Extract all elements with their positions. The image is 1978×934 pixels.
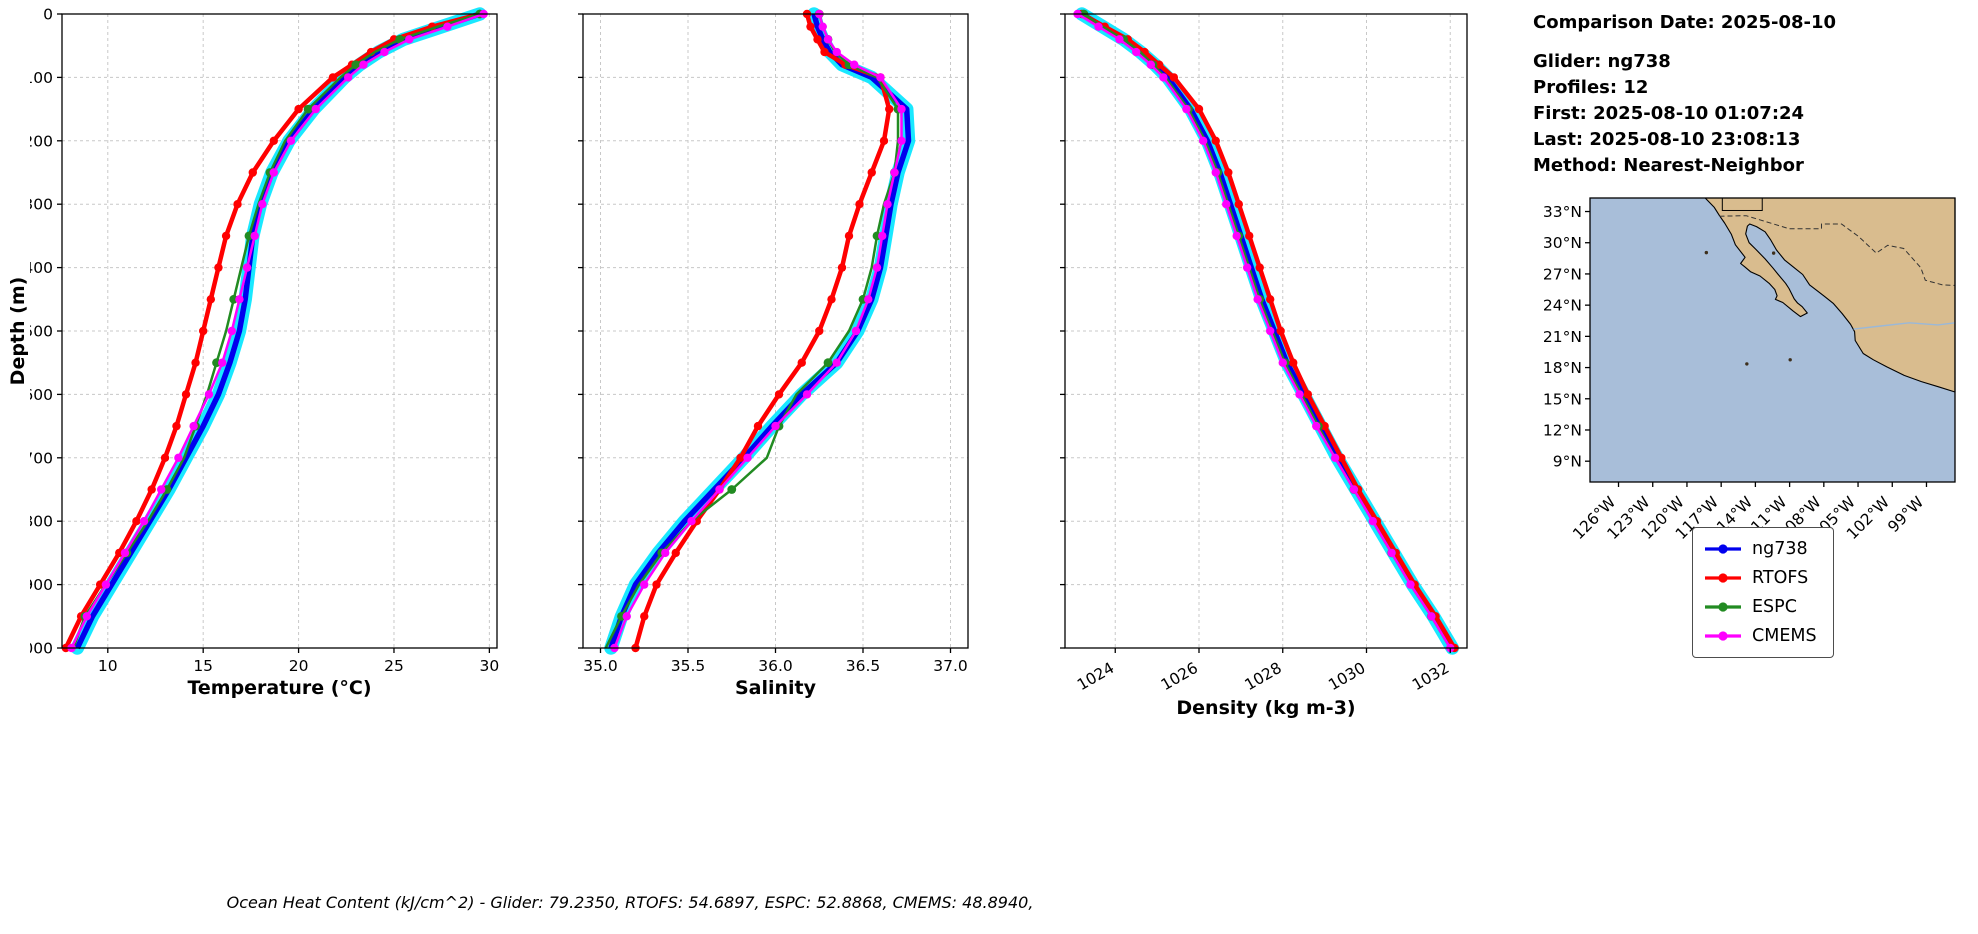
svg-text:1030: 1030 xyxy=(1325,659,1368,694)
legend-label: RTOFS xyxy=(1752,568,1809,588)
svg-text:1026: 1026 xyxy=(1158,659,1201,694)
location-map: 33°N 30°N 27°N 24°N 21°N 18°N 15°N 12°N 9°N 126°W… xyxy=(1540,190,1978,564)
svg-text:30°N: 30°N xyxy=(1543,234,1582,252)
svg-text:15°N: 15°N xyxy=(1543,390,1582,408)
legend-item-espc: ESPC xyxy=(1703,595,1817,619)
legend-swatch-ng738 xyxy=(1705,544,1741,554)
comparison-date-text: Comparison Date: 2025-08-10 xyxy=(1533,12,1837,33)
svg-text:1024: 1024 xyxy=(1074,659,1117,694)
svg-text:24°N: 24°N xyxy=(1543,297,1582,315)
svg-text:15: 15 xyxy=(193,657,213,675)
svg-text:100: 100 xyxy=(30,69,53,87)
legend-swatch-espc xyxy=(1705,602,1741,612)
legend-swatch-cmems xyxy=(1705,631,1741,641)
svg-text:700: 700 xyxy=(30,449,53,467)
ocean-heat-content-note: Ocean Heat Content (kJ/cm^2) - Glider: 7… xyxy=(226,893,1034,912)
svg-text:12°N: 12°N xyxy=(1543,421,1582,439)
legend: ng738 RTOFS ESPC CMEMS xyxy=(1692,527,1834,658)
svg-text:99°W: 99°W xyxy=(1884,493,1927,536)
depth-axis-label: Depth (m) xyxy=(7,276,29,386)
density-profile-chart: 1024 1026 1028 1030 1032 Density (kg m-3) xyxy=(1000,0,1500,744)
svg-text:600: 600 xyxy=(30,386,53,404)
svg-text:27°N: 27°N xyxy=(1543,265,1582,283)
island-dot xyxy=(1788,358,1792,362)
us-mexico-border xyxy=(1719,215,1956,286)
svg-text:37.0: 37.0 xyxy=(933,657,968,675)
svg-text:20: 20 xyxy=(289,657,309,675)
temperature-profile-chart: 1015202530010020030040050060070080090010… xyxy=(14,0,530,744)
svg-text:200: 200 xyxy=(30,132,53,150)
svg-text:33°N: 33°N xyxy=(1543,203,1582,221)
map-svg: 33°N30°N27°N24°N21°N18°N15°N12°N9°N126°W… xyxy=(1543,197,1956,543)
legend-item-cmems: CMEMS xyxy=(1703,624,1817,648)
svg-text:900: 900 xyxy=(30,576,53,594)
svg-text:21°N: 21°N xyxy=(1543,328,1582,346)
svg-text:36.5: 36.5 xyxy=(846,657,881,675)
svg-text:36.0: 36.0 xyxy=(758,657,793,675)
legend-label: CMEMS xyxy=(1752,626,1817,646)
last-profile-time-text: Last: 2025-08-10 23:08:13 xyxy=(1533,129,1801,150)
svg-text:500: 500 xyxy=(30,323,53,341)
legend-item-rtofs: RTOFS xyxy=(1703,566,1817,590)
svg-text:400: 400 xyxy=(30,259,53,277)
svg-text:1000: 1000 xyxy=(30,640,53,658)
svg-text:300: 300 xyxy=(30,196,53,214)
legend-swatch-rtofs xyxy=(1705,573,1741,583)
island-dot xyxy=(1704,250,1709,255)
svg-text:35.5: 35.5 xyxy=(671,657,706,675)
svg-text:0: 0 xyxy=(43,6,53,24)
profiles-count-text: Profiles: 12 xyxy=(1533,77,1649,98)
svg-text:25: 25 xyxy=(384,657,404,675)
svg-text:1028: 1028 xyxy=(1242,659,1285,694)
info-spacer xyxy=(1533,36,1836,49)
legend-label: ng738 xyxy=(1752,539,1808,559)
series-CMEMS-markers xyxy=(1073,9,1455,653)
svg-text:1032: 1032 xyxy=(1409,659,1452,694)
glider-name-text: Glider: ng738 xyxy=(1533,51,1671,72)
svg-text:35.0: 35.0 xyxy=(583,657,618,675)
legend-item-ng738: ng738 xyxy=(1703,537,1817,561)
svg-text:30: 30 xyxy=(480,657,500,675)
svg-text:800: 800 xyxy=(30,513,53,531)
svg-text:Density (kg m-3): Density (kg m-3) xyxy=(1176,697,1355,719)
density-plot-svg: 1024 1026 1028 1030 1032 Density (kg m-3) xyxy=(1060,7,1468,719)
river xyxy=(1853,322,1956,330)
legend-label: ESPC xyxy=(1752,597,1797,617)
first-profile-time-text: First: 2025-08-10 01:07:24 xyxy=(1533,103,1805,124)
method-text: Method: Nearest-Neighbor xyxy=(1533,155,1804,176)
svg-text:Salinity: Salinity xyxy=(735,677,817,699)
svg-text:9°N: 9°N xyxy=(1553,453,1582,471)
island-dot xyxy=(1771,251,1776,255)
series-CMEMS-markers xyxy=(67,9,488,653)
salinity-plot-svg: 35.0 35.5 36.0 36.5 37.0 Salinity xyxy=(578,7,969,699)
salinity-profile-chart: 35.0 35.5 36.0 36.5 37.0 Salinity xyxy=(530,0,1000,744)
svg-text:Temperature (°C): Temperature (°C) xyxy=(187,677,371,699)
series-CMEMS-markers xyxy=(610,9,906,653)
svg-text:18°N: 18°N xyxy=(1543,359,1582,377)
island-dot xyxy=(1745,362,1749,366)
svg-text:10: 10 xyxy=(98,657,118,675)
info-panel: Comparison Date: 2025-08-10 Glider: ng73… xyxy=(1533,10,1836,179)
temperature-plot-svg: 1015202530010020030040050060070080090010… xyxy=(14,6,500,700)
